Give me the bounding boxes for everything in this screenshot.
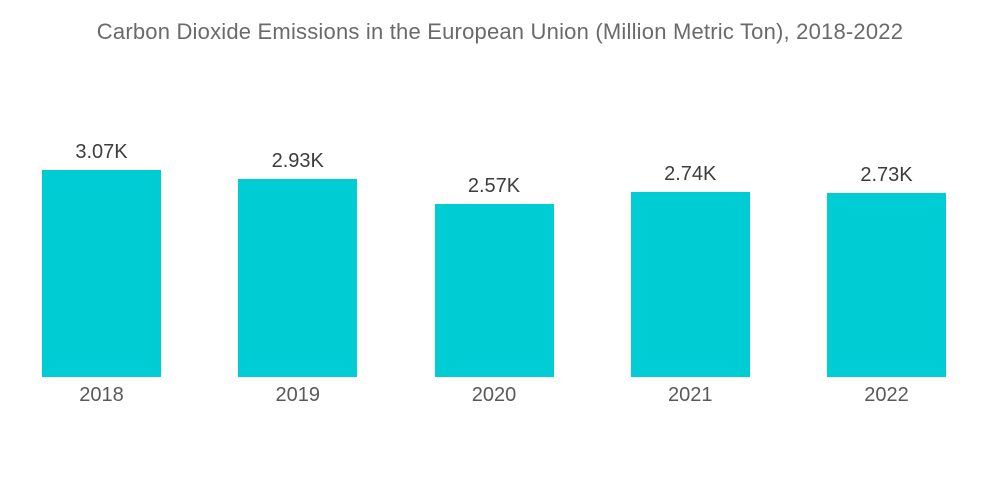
bar-value-label-2019: 2.93K <box>271 150 324 173</box>
bar-2019 <box>238 179 358 377</box>
bar-2021 <box>630 192 750 377</box>
x-axis-label-2020: 2020 <box>471 384 517 406</box>
bar-2018 <box>42 170 161 377</box>
bar-2020 <box>434 203 554 377</box>
bar-value-label-2018: 3.07K <box>75 141 128 163</box>
bar-group-2022: 2.73K 2022 <box>827 0 946 406</box>
bar-group-2019: 2.93K 2019 <box>238 0 358 406</box>
x-axis-label-2021: 2021 <box>668 384 713 406</box>
chart-title: Carbon Dioxide Emissions in the European… <box>96 19 904 44</box>
bar-group-2021: 2.74K 2021 <box>630 0 750 406</box>
bar-value-label-2021: 2.74K <box>664 163 717 186</box>
bar-group-2020: 2.57K 2020 <box>434 0 554 406</box>
bar-value-label-2020: 2.57K <box>467 174 521 197</box>
x-axis-label-2022: 2022 <box>864 384 909 406</box>
x-axis-label-2018: 2018 <box>79 384 124 406</box>
bar-2022 <box>827 192 946 377</box>
bar-value-label-2022: 2.73K <box>860 163 913 186</box>
x-axis-label-2019: 2019 <box>275 384 321 406</box>
bar-group-2018: 3.07K 2018 <box>42 0 161 406</box>
plot-area: 3.07K 2018 2.93K 2019 2.57K 2020 2.74K 2021 2.73… <box>42 0 946 406</box>
